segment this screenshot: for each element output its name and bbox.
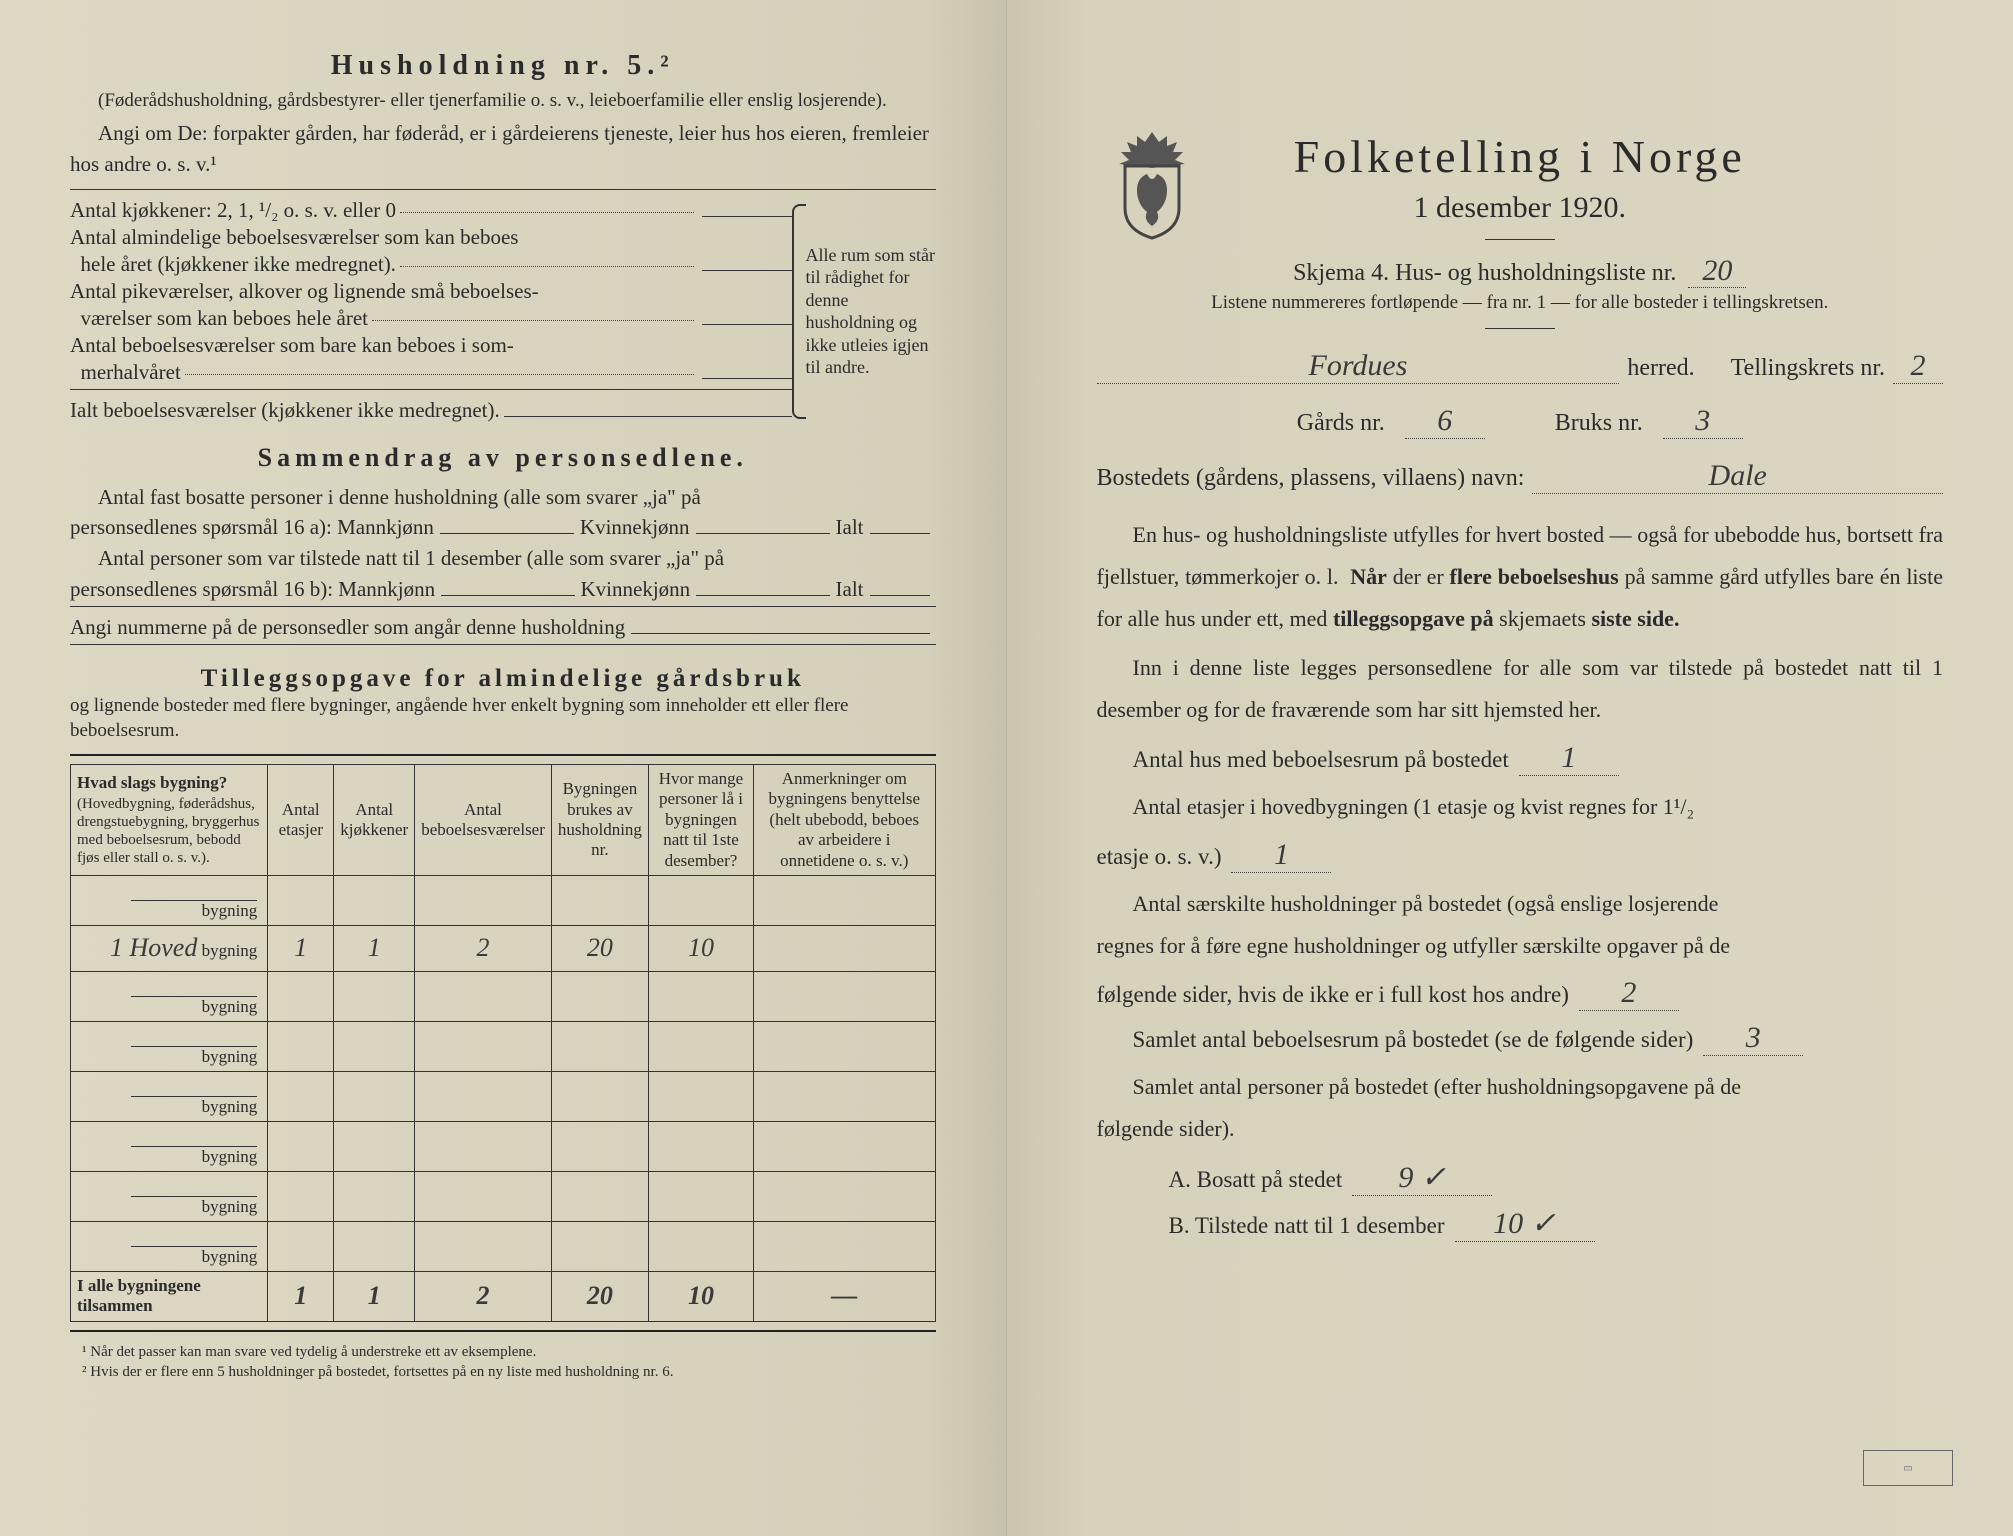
room-sommer2: merhalvåret bbox=[70, 360, 181, 385]
q-hush-2: regnes for å føre egne husholdninger og … bbox=[1097, 925, 1944, 967]
table-row: bygning bbox=[71, 1221, 936, 1271]
bosted-label: Bostedets (gårdens, plassens, villaens) … bbox=[1097, 465, 1525, 492]
bruks-value: 3 bbox=[1663, 404, 1743, 439]
q-hush-1: Antal særskilte husholdninger på bostede… bbox=[1097, 883, 1944, 925]
federad-note: (Føderådshusholdning, gårdsbestyrer- ell… bbox=[70, 88, 936, 114]
q-hus: Antal hus med beboelsesrum på bostedet 1 bbox=[1133, 741, 1944, 776]
divider bbox=[1485, 239, 1555, 240]
q-etasjer-2: etasje o. s. v.) 1 bbox=[1097, 838, 1944, 873]
th-c0: Hvad slags bygning?(Hovedbygning, føderå… bbox=[71, 765, 268, 876]
th-c3: Antal beboelsesværelser bbox=[415, 765, 552, 876]
sam-ialt2: Ialt bbox=[836, 577, 864, 602]
sammendrag-title: Sammendrag av personsedlene. bbox=[70, 443, 936, 473]
divider bbox=[1485, 328, 1555, 329]
table-row: bygning bbox=[71, 971, 936, 1021]
bruks-label: Bruks nr. bbox=[1555, 410, 1643, 437]
q-pers-1: Samlet antal personer på bostedet (efter… bbox=[1097, 1066, 1944, 1108]
census-title: Folketelling i Norge bbox=[1097, 130, 1944, 183]
room-alm2: hele året (kjøkkener ikke medregnet). bbox=[70, 252, 396, 277]
para-1: En hus- og husholdningsliste utfylles fo… bbox=[1097, 514, 1944, 639]
a-hush: 2 bbox=[1579, 976, 1679, 1011]
q-A: A. Bosatt på stedet 9 ✓ bbox=[1169, 1160, 1944, 1196]
angi-note: Angi om De: forpakter gården, har føderå… bbox=[70, 118, 936, 181]
sam-line3: Angi nummerne på de personsedler som ang… bbox=[70, 615, 625, 640]
th-c4: Bygningen brukes av husholdning nr. bbox=[551, 765, 648, 876]
th-c5: Hvor mange personer lå i bygningen natt … bbox=[648, 765, 753, 876]
bygning-tbody: bygning1 Hoved bygning1122010 bygning by… bbox=[71, 875, 936, 1271]
sam-line2b: personsedlenes spørsmål 16 b): Mannkjønn bbox=[70, 577, 435, 602]
th-c6: Anmerkninger om bygningens benyttelse (h… bbox=[754, 765, 935, 876]
table-row: 1 Hoved bygning1122010 bbox=[71, 925, 936, 971]
a-A: 9 ✓ bbox=[1352, 1160, 1492, 1196]
coat-of-arms-icon bbox=[1107, 130, 1197, 240]
q-B: B. Tilstede natt til 1 desember 10 ✓ bbox=[1169, 1206, 1944, 1242]
herred-value: Fordues bbox=[1097, 349, 1620, 384]
table-row: bygning bbox=[71, 1121, 936, 1171]
brace-note: Alle rum som står til rådighet for denne… bbox=[806, 198, 936, 425]
bosted-value: Dale bbox=[1532, 459, 1943, 494]
a-etasjer: 1 bbox=[1231, 838, 1331, 873]
table-row: bygning bbox=[71, 1021, 936, 1071]
gards-label: Gårds nr. bbox=[1297, 410, 1385, 437]
husholdning-title: Husholdning nr. 5.² bbox=[70, 50, 936, 82]
census-date: 1 desember 1920. bbox=[1097, 191, 1944, 225]
footnote-1: ¹ Når det passer kan man svare ved tydel… bbox=[70, 1342, 936, 1362]
sam-kv: Kvinnekjønn bbox=[580, 515, 690, 540]
room-ialt: Ialt beboelsesværelser (kjøkkener ikke m… bbox=[70, 398, 500, 423]
room-sommer1: Antal beboelsesværelser som bare kan beb… bbox=[70, 333, 514, 358]
printer-stamp: ▭ bbox=[1863, 1450, 1953, 1486]
left-page: Husholdning nr. 5.² (Føderådshusholdning… bbox=[0, 0, 1007, 1536]
q-etasjer: Antal etasjer i hovedbygningen (1 etasje… bbox=[1097, 786, 1944, 828]
sam-line2a: Antal personer som var tilstede natt til… bbox=[70, 542, 936, 575]
herred-row: Fordues herred. Tellingskrets nr. 2 bbox=[1097, 349, 1944, 384]
tkrets-label: Tellingskrets nr. bbox=[1731, 355, 1885, 382]
footnotes: ¹ Når det passer kan man svare ved tydel… bbox=[70, 1342, 936, 1383]
rooms-block: Antal kjøkkener: 2, 1, ¹/₂ o. s. v. elle… bbox=[70, 198, 936, 425]
a-rum: 3 bbox=[1703, 1021, 1803, 1056]
para-2: Inn i denne liste legges personsedlene f… bbox=[1097, 647, 1944, 731]
bosted-row: Bostedets (gårdens, plassens, villaens) … bbox=[1097, 459, 1944, 494]
table-row: bygning bbox=[71, 1171, 936, 1221]
skjema-nr-value: 20 bbox=[1688, 254, 1746, 288]
room-kjokkener: Antal kjøkkener: 2, 1, ¹/₂ o. s. v. elle… bbox=[70, 198, 396, 223]
sam-ialt: Ialt bbox=[836, 515, 864, 540]
table-row: bygning bbox=[71, 1071, 936, 1121]
tkrets-value: 2 bbox=[1893, 349, 1943, 384]
q-rum: Samlet antal beboelsesrum på bostedet (s… bbox=[1133, 1021, 1944, 1056]
a-B: 10 ✓ bbox=[1455, 1206, 1595, 1242]
table-footer-row: I alle bygningene tilsammen 1 1 2 20 10 … bbox=[71, 1271, 936, 1321]
herred-label: herred. bbox=[1627, 355, 1694, 382]
table-row: bygning bbox=[71, 875, 936, 925]
gards-row: Gårds nr. 6 Bruks nr. 3 bbox=[1097, 404, 1944, 439]
room-alm1: Antal almindelige beboelsesværelser som … bbox=[70, 225, 518, 250]
q-pers-2: følgende sider). bbox=[1097, 1108, 1944, 1150]
sam-line1b: personsedlenes spørsmål 16 a): Mannkjønn bbox=[70, 515, 434, 540]
room-pike1: Antal pikeværelser, alkover og lignende … bbox=[70, 279, 539, 304]
tillegg-sub: og lignende bosteder med flere bygninger… bbox=[70, 693, 936, 744]
gards-value: 6 bbox=[1405, 404, 1485, 439]
sam-line1a: Antal fast bosatte personer i denne hush… bbox=[70, 481, 936, 514]
document-spread: Husholdning nr. 5.² (Føderådshusholdning… bbox=[0, 0, 2013, 1536]
th-c2: Antal kjøkkener bbox=[334, 765, 415, 876]
skjema-line: Skjema 4. Hus- og husholdningsliste nr. … bbox=[1097, 254, 1944, 288]
tillegg-title: Tilleggsopgave for almindelige gårdsbruk bbox=[70, 665, 936, 693]
right-page: Folketelling i Norge 1 desember 1920. Sk… bbox=[1007, 0, 2013, 1536]
q-hush-3: følgende sider, hvis de ikke er i full k… bbox=[1097, 976, 1944, 1011]
divider bbox=[70, 189, 936, 190]
a-hus: 1 bbox=[1519, 741, 1619, 776]
bygning-table: Hvad slags bygning?(Hovedbygning, føderå… bbox=[70, 764, 936, 1322]
footnote-2: ² Hvis der er flere enn 5 husholdninger … bbox=[70, 1362, 936, 1382]
sam-kv2: Kvinnekjønn bbox=[581, 577, 691, 602]
skjema-sub: Listene nummereres fortløpende — fra nr.… bbox=[1097, 292, 1944, 314]
th-c1: Antal etasjer bbox=[268, 765, 334, 876]
room-pike2: værelser som kan beboes hele året bbox=[70, 306, 368, 331]
